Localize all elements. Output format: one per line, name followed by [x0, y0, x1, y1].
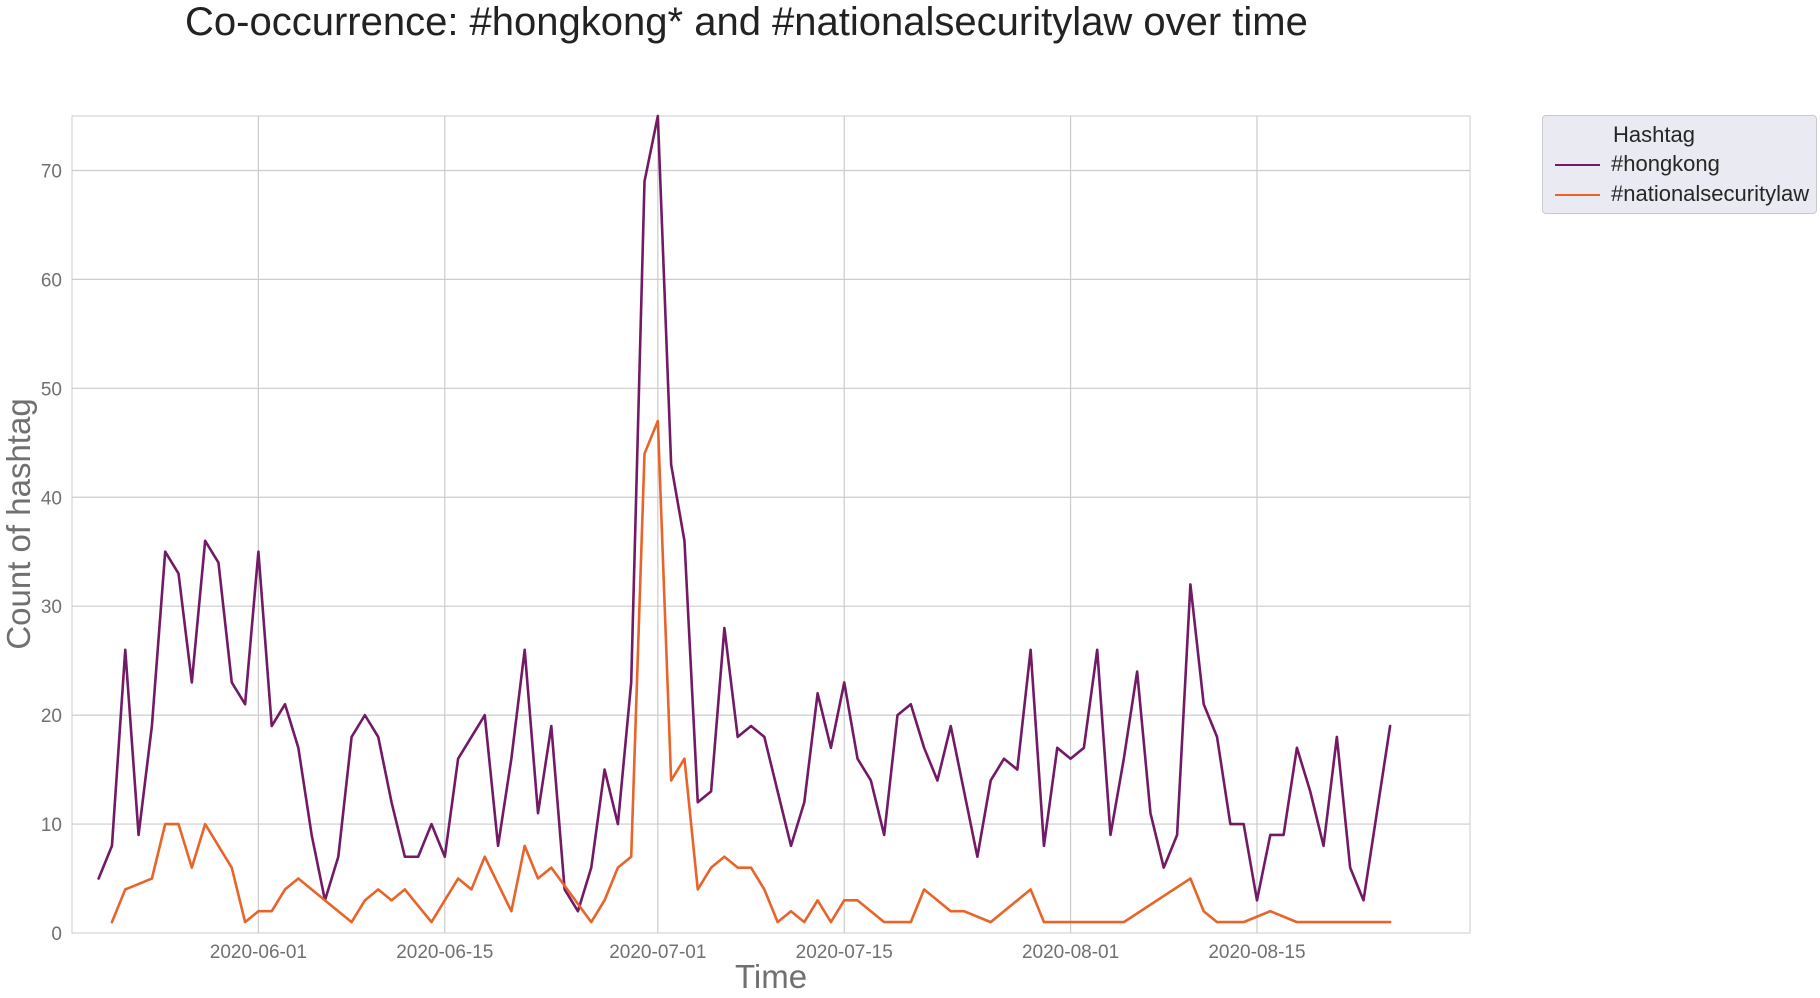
x-tick-label: 2020-08-01 — [1022, 942, 1119, 963]
grid-lines — [72, 116, 1470, 933]
x-tick-label: 2020-07-15 — [796, 942, 893, 963]
y-tick-label: 10 — [41, 815, 62, 836]
legend-label-nationalsecuritylaw: #nationalsecuritylaw — [1611, 181, 1810, 206]
y-tick-label: 50 — [41, 379, 62, 400]
y-tick-label: 60 — [41, 270, 62, 291]
y-tick-label: 70 — [41, 161, 62, 182]
x-tick-label: 2020-06-01 — [210, 942, 307, 963]
legend: Hashtag #hongkong #nationalsecuritylaw — [1542, 115, 1817, 214]
chart-title: Co-occurrence: #hongkong* and #nationals… — [185, 0, 1308, 44]
x-tick-label: 2020-08-15 — [1208, 942, 1305, 963]
legend-title: Hashtag — [1613, 122, 1695, 147]
legend-swatch-nationalsecuritylaw — [1555, 194, 1600, 196]
y-tick-label: 0 — [51, 924, 62, 945]
legend-item-hongkong: #hongkong — [1543, 150, 1816, 180]
tick-labels: 0 10 20 30 40 50 60 70 2020-06-01 2020-06-15 2020-… — [41, 161, 1306, 963]
x-tick-label: 2020-07-01 — [609, 942, 706, 963]
series-line-hongkong — [97, 114, 1392, 913]
legend-swatch-hongkong — [1555, 164, 1600, 166]
y-tick-label: 30 — [41, 597, 62, 618]
y-axis-title: Count of hashtag — [0, 398, 37, 649]
series-line-nationalsecuritylaw — [110, 419, 1392, 924]
x-axis-title: Time — [735, 958, 807, 995]
y-tick-label: 40 — [41, 488, 62, 509]
plot-background — [72, 116, 1470, 933]
plot-frame — [71, 115, 1471, 934]
legend-item-nationalsecuritylaw: #nationalsecuritylaw — [1543, 180, 1816, 210]
legend-label-hongkong: #hongkong — [1611, 151, 1720, 176]
series-lines — [97, 114, 1392, 924]
x-tick-label: 2020-06-15 — [396, 942, 493, 963]
y-tick-label: 20 — [41, 706, 62, 727]
